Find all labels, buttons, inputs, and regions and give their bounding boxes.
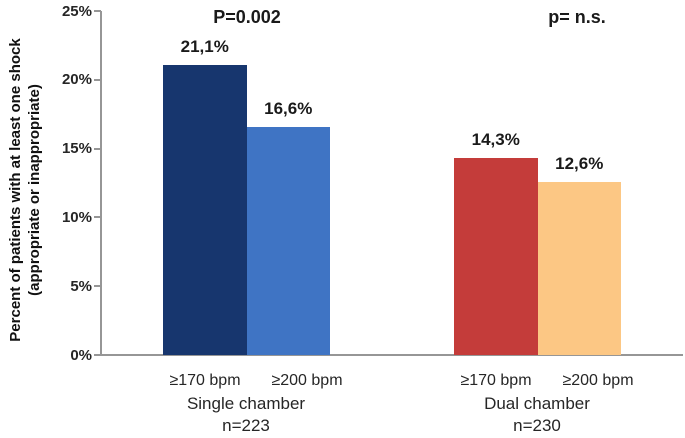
group-label-dual-chamber: Dual chamber [484, 394, 590, 413]
category-label-dual-chamber-ge200bpm: ≥200 bpm [562, 372, 634, 389]
y-tick-label: 0% [70, 346, 92, 364]
category-label-dual-chamber-ge170bpm: ≥170 bpm [460, 372, 532, 389]
bar-dual-chamber-ge170bpm [454, 158, 538, 355]
y-tick-mark [94, 78, 101, 81]
y-tick-label: 10% [61, 208, 92, 226]
y-axis-title-line2: (appropriate or inappropriate) [26, 84, 43, 296]
p-value-label-dual-chamber: p= n.s. [548, 7, 606, 27]
y-axis-title-line1: Percent of patients with at least one sh… [7, 38, 24, 342]
y-tick-mark [94, 216, 101, 219]
n-label-single-chamber: n=223 [222, 416, 270, 435]
group-label-single-chamber: Single chamber [186, 394, 306, 413]
bar-single-chamber-ge170bpm [163, 64, 247, 355]
x-axis-line [100, 354, 683, 356]
category-label-single-chamber-ge200bpm: ≥200 bpm [271, 372, 343, 389]
y-tick-mark [94, 147, 101, 150]
y-tick-mark [94, 10, 101, 12]
y-tick-label: 15% [61, 140, 92, 158]
n-label-dual-chamber: n=230 [513, 416, 561, 435]
y-tick-mark [94, 354, 101, 356]
category-label-single-chamber-ge170bpm: ≥170 bpm [169, 372, 241, 389]
y-tick-mark [94, 285, 101, 288]
y-axis-title: Percent of patients with at least one sh… [6, 8, 44, 372]
value-label-single-chamber-ge200bpm: 16,6% [264, 98, 313, 118]
y-axis-line [100, 11, 102, 356]
value-label-single-chamber-ge170bpm: 21,1% [180, 36, 229, 56]
bar-dual-chamber-ge200bpm [537, 181, 621, 355]
value-label-dual-chamber-ge170bpm: 14,3% [471, 130, 520, 150]
value-label-dual-chamber-ge200bpm: 12,6% [555, 153, 604, 173]
y-tick-label: 25% [61, 2, 92, 20]
p-value-label-single-chamber: P=0.002 [213, 7, 281, 27]
y-tick-label: 20% [61, 71, 92, 89]
y-tick-label: 5% [70, 277, 92, 295]
bar-single-chamber-ge200bpm [246, 126, 330, 355]
